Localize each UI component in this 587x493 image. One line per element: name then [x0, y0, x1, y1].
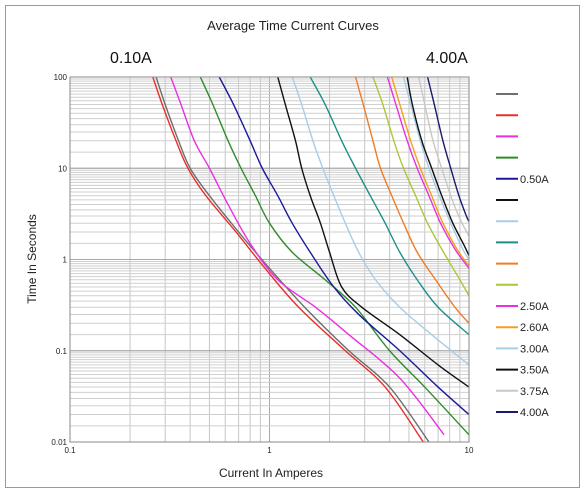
legend-label-11: 2.50A: [520, 301, 549, 313]
x-tick-label: 0.1: [64, 446, 76, 455]
y-tick-label: 1: [63, 256, 68, 265]
series-line-4: [200, 77, 469, 435]
y-tick-labels: 100 10 1 0.1 0.01: [51, 73, 67, 447]
left-range-label: 0.10A: [110, 50, 152, 67]
y-tick-label: 0.01: [51, 438, 67, 447]
legend-label-14: 3.50A: [520, 365, 549, 377]
legend-label-16: 4.00A: [520, 407, 549, 419]
legend-label-15: 3.75A: [520, 386, 549, 398]
y-axis-label: Time In Seconds: [25, 214, 39, 304]
x-tick-labels: 0.1 1 10: [64, 446, 474, 455]
legend: 0.50A 2.50A 2.60A 3.00A 3.50A 3.75A 4.00A: [496, 94, 549, 419]
grid: [70, 77, 469, 442]
chart-title: Average Time Current Curves: [207, 18, 379, 33]
chart-frame: Average Time Current Curves 0.10A 4.00A …: [5, 5, 580, 488]
y-tick-label: 100: [54, 73, 68, 82]
right-range-label: 4.00A: [426, 50, 468, 67]
series-line-5: [219, 77, 469, 415]
y-tick-label: 10: [58, 164, 67, 173]
series-line-3: [171, 77, 444, 435]
legend-label-5: 0.50A: [520, 174, 549, 186]
x-axis-label: Current In Amperes: [219, 466, 323, 480]
time-current-chart: Average Time Current Curves 0.10A 4.00A …: [6, 6, 581, 489]
legend-label-12: 2.60A: [520, 322, 549, 334]
y-tick-label: 0.1: [56, 347, 68, 356]
legend-label-13: 3.00A: [520, 343, 549, 355]
x-tick-label: 10: [465, 446, 474, 455]
x-tick-label: 1: [267, 446, 272, 455]
